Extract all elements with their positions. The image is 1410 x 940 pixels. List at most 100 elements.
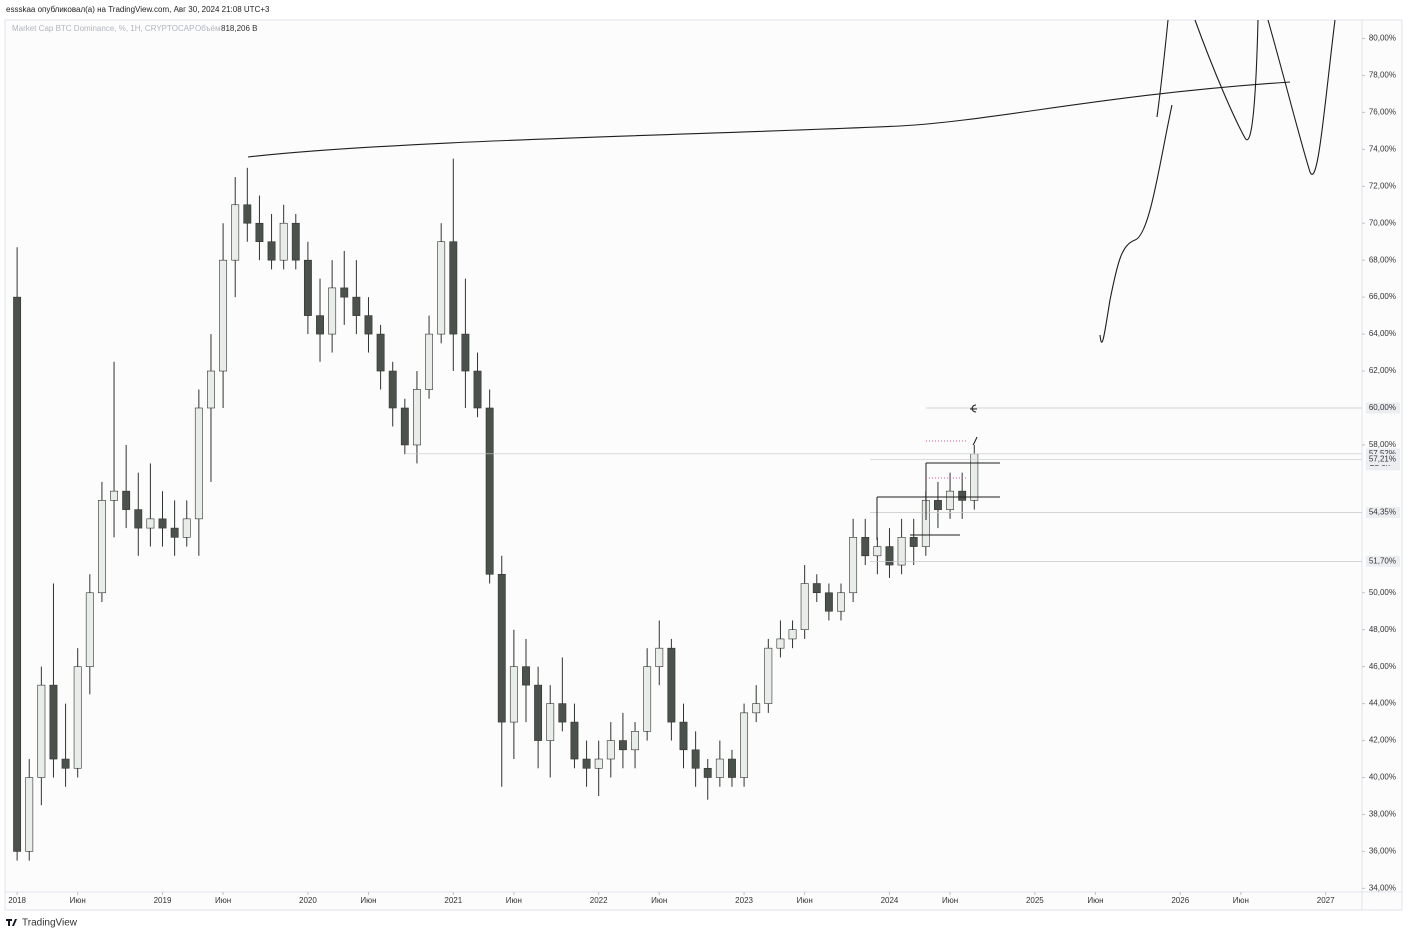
candle-body [376,333,385,372]
y-tick-label: 76,00% [1369,107,1396,116]
drawn-mark [970,404,977,413]
candle-body [849,537,858,594]
publisher: essskaa опубликовал(а) на TradingView.co… [6,5,270,14]
candle-body [473,370,482,409]
candle-body [194,407,203,520]
logo [6,919,17,926]
price-tag [1366,402,1400,414]
y-tick-label: 46,00% [1369,662,1396,671]
candle-body [558,703,567,723]
x-tick-label: Июн [651,896,667,905]
candle-body [606,740,615,760]
candle-body [873,546,882,557]
candle-body [837,592,845,612]
y-tick-label: 70,00% [1369,218,1396,227]
logo-mark [6,919,17,926]
volume-value: 818,206 B [221,24,257,33]
x-tick-label: 2020 [299,896,317,905]
x-tick-label: Июн [797,896,813,905]
candle-body [85,592,94,667]
drawn-curve [1194,19,1259,141]
candle-body [219,259,228,372]
y-tick-label: 78,00% [1369,71,1396,80]
candle-body [449,241,458,335]
candle-body [740,712,749,778]
candle-body [182,518,191,538]
candle-body [352,296,361,316]
candle-body [25,777,34,852]
candle-body [655,647,664,667]
candle-body [800,583,809,631]
y-tick-label: 36,00% [1369,847,1396,856]
x-tick-label: Июн [1233,896,1249,905]
candle-body [497,573,506,723]
drawn-curve [1156,19,1169,118]
candle-body [934,500,942,510]
candle-body [752,703,761,714]
y-tick-label: 66,00% [1369,292,1396,301]
price-tag-label: 57,52% [1369,449,1396,458]
x-tick-label: 2022 [590,896,608,905]
x-tick-label: Июн [360,896,376,905]
candle-body [437,241,446,335]
y-tick-label: 64,00% [1369,329,1396,338]
x-tick-label: 2025 [1026,896,1044,905]
x-tick-label: Июн [215,896,231,905]
candle-body [679,721,688,751]
candle-body [425,333,433,390]
y-tick-label: 34,00% [1369,883,1396,892]
candle-body [715,758,724,778]
candle-body [279,222,288,261]
y-tick-label: 74,00% [1369,144,1396,153]
drawn-curve [1267,19,1336,175]
candle-body [885,546,894,566]
candle-body [946,490,954,510]
y-tick-label: 50,00% [1369,588,1396,597]
candle-body [909,537,918,547]
candle-body [340,287,349,298]
price-tag-label: 57,21% [1369,455,1396,464]
price-tag [1366,555,1400,567]
candle-body [328,287,337,335]
candle-body [303,259,312,316]
x-tick-label: Июн [942,896,958,905]
y-tick-label: 80,00% [1369,34,1396,43]
candle-body [388,370,397,409]
candle-body [255,222,264,243]
candle-body [618,740,627,751]
y-tick-label: 38,00% [1369,810,1396,819]
y-tick-label: 62,00% [1369,366,1396,375]
candle-body [49,684,58,760]
candle-body [703,767,712,778]
candle-body [485,407,494,575]
x-tick-label: Июн [506,896,522,905]
candle-body [231,204,240,261]
candle-body [413,389,421,446]
candle-body [364,315,373,335]
x-tick-label: 2024 [881,896,899,905]
x-tick-label: 2023 [735,896,753,905]
legend-title: Market Cap BTC Dominance, %, 1Н, CRYPTOC… [12,24,194,33]
candle-body [461,333,470,372]
drawn-curve [1099,104,1173,343]
candle-body [812,583,821,594]
x-tick-label: Июн [70,896,86,905]
candle-body [970,453,979,501]
candle-body [170,527,179,538]
candle-body [522,666,530,686]
y-tick-label: 72,00% [1369,181,1396,190]
y-tick-label: 44,00% [1369,699,1396,708]
candle-body [73,666,82,769]
candle-body [110,490,118,501]
drawn-curve [247,81,1291,158]
x-tick-label: 2027 [1317,896,1335,905]
candle-body [861,537,870,557]
candle-body [134,509,143,529]
candle-body [667,647,676,723]
x-tick-label: Июн [1087,896,1103,905]
candle-body [728,758,736,778]
candle-body [291,222,300,261]
candle-body [243,204,252,224]
candle-body [207,370,215,409]
